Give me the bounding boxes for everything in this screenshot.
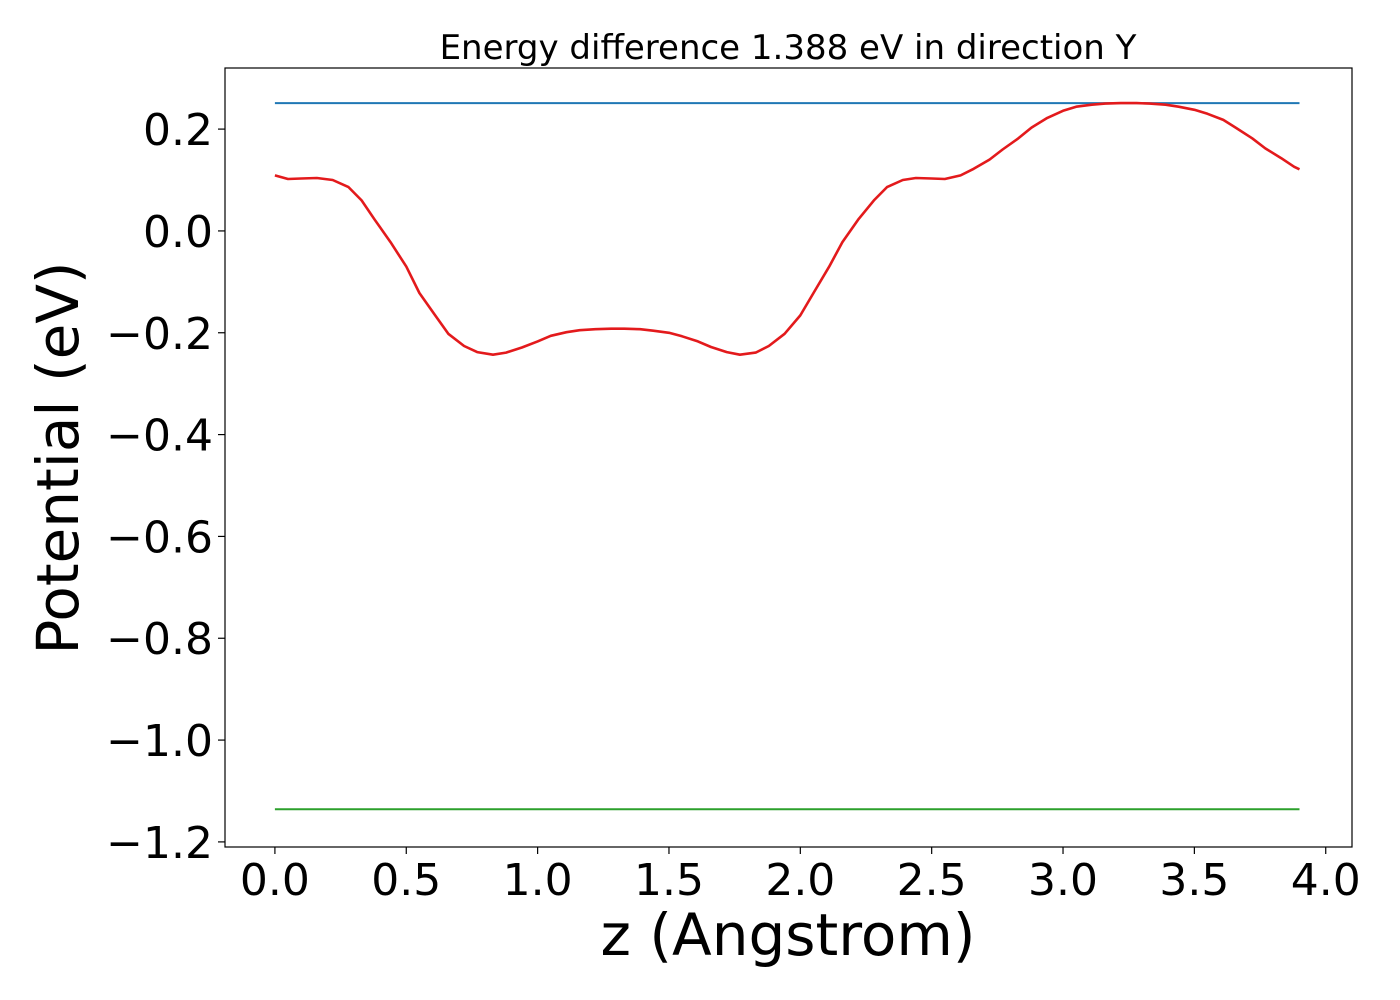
y-tick-label: −0.4: [106, 411, 213, 462]
x-axis-label: z (Angstrom): [601, 901, 976, 969]
x-tick-label: 1.5: [634, 855, 704, 906]
x-axis: 0.0 0.5 1.0 1.5 2.0 2.5 3.0 3.5 4.0: [240, 847, 1361, 906]
y-tick-label: −1.2: [106, 818, 213, 869]
x-tick-label: 1.0: [503, 855, 573, 906]
series-layer: [274, 101, 1301, 811]
y-tick-label: −0.6: [106, 512, 213, 563]
y-axis-label: Potential (eV): [24, 261, 92, 654]
x-tick-label: 2.0: [765, 855, 835, 906]
x-tick-label: 0.5: [371, 855, 441, 906]
y-axis: 0.2 0.0 −0.2 −0.4 −0.6 −0.8 −1.0 −1.2: [106, 105, 225, 869]
series-line-2: [274, 101, 1301, 357]
y-tick-label: −1.0: [106, 716, 213, 767]
y-tick-label: 0.2: [143, 105, 213, 156]
y-tick-label: −0.2: [106, 309, 213, 360]
x-tick-label: 3.5: [1159, 855, 1229, 906]
x-tick-label: 3.0: [1028, 855, 1098, 906]
chart-title: Energy difference 1.388 eV in direction …: [440, 28, 1137, 68]
y-tick-label: −0.8: [106, 614, 213, 665]
x-tick-label: 0.0: [240, 855, 310, 906]
y-tick-label: 0.0: [143, 207, 213, 258]
x-tick-label: 2.5: [897, 855, 967, 906]
x-tick-label: 4.0: [1291, 855, 1361, 906]
plot-frame: [224, 67, 1353, 848]
